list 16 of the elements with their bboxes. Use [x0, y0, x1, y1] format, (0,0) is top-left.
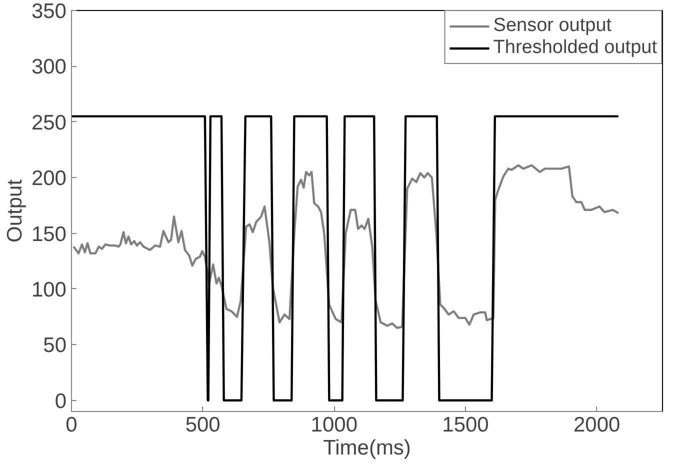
y-tick-label: 0	[54, 390, 67, 413]
y-tick-label: 250	[31, 111, 67, 134]
legend-label: Sensor output	[493, 15, 612, 37]
y-tick-label: 50	[43, 334, 66, 358]
y-tick-label: 150	[31, 222, 67, 246]
y-tick-label: 100	[31, 278, 67, 302]
x-tick-label: 1500	[442, 414, 489, 436]
x-tick-label: 2000	[573, 414, 620, 436]
x-axis-title: Time(ms)	[323, 436, 411, 460]
legend-label: Thresholded output	[493, 37, 657, 59]
x-tick-label: 1000	[310, 414, 358, 436]
x-tick-label: 500	[185, 414, 220, 436]
y-tick-label: 200	[31, 167, 67, 190]
y-tick-label: 300	[31, 56, 67, 79]
y-axis-title: Output	[3, 179, 26, 243]
y-tick-label: 350	[31, 0, 67, 23]
